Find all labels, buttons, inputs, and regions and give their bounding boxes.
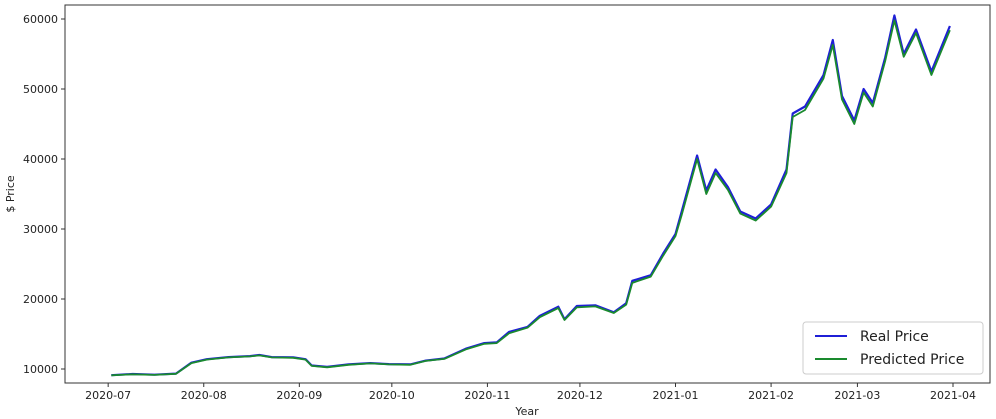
x-axis-label: Year [514, 405, 539, 418]
predicted-price-line [111, 19, 951, 377]
legend-label-predicted-price: Predicted Price [860, 352, 964, 368]
y-axis-label: $ Price [4, 175, 17, 213]
x-tick-label: 2021-02 [748, 389, 794, 402]
legend: Real Price Predicted Price [802, 321, 984, 375]
y-tick-label: 40000 [23, 153, 58, 166]
x-tick-label: 2020-09 [276, 389, 322, 402]
x-tick-label: 2020-10 [369, 389, 415, 402]
series-lines [111, 14, 951, 377]
y-tick-label: 60000 [23, 13, 58, 26]
y-tick-label: 10000 [23, 363, 58, 376]
y-tick-label: 30000 [23, 223, 58, 236]
y-axis-ticks: 10000 20000 30000 40000 50000 60000 [23, 13, 65, 376]
x-tick-label: 2021-04 [930, 389, 976, 402]
x-tick-label: 2020-12 [557, 389, 603, 402]
x-tick-label: 2021-03 [834, 389, 880, 402]
legend-box [802, 321, 984, 375]
x-tick-label: 2020-11 [464, 389, 510, 402]
x-tick-label: 2020-08 [181, 389, 227, 402]
legend-label-real-price: Real Price [860, 329, 929, 345]
y-tick-label: 20000 [23, 293, 58, 306]
x-tick-label: 2020-07 [85, 389, 131, 402]
x-axis-ticks: 2020-07 2020-08 2020-09 2020-10 2020-11 2020-… [85, 383, 976, 402]
y-tick-label: 50000 [23, 83, 58, 96]
x-tick-label: 2021-01 [653, 389, 699, 402]
